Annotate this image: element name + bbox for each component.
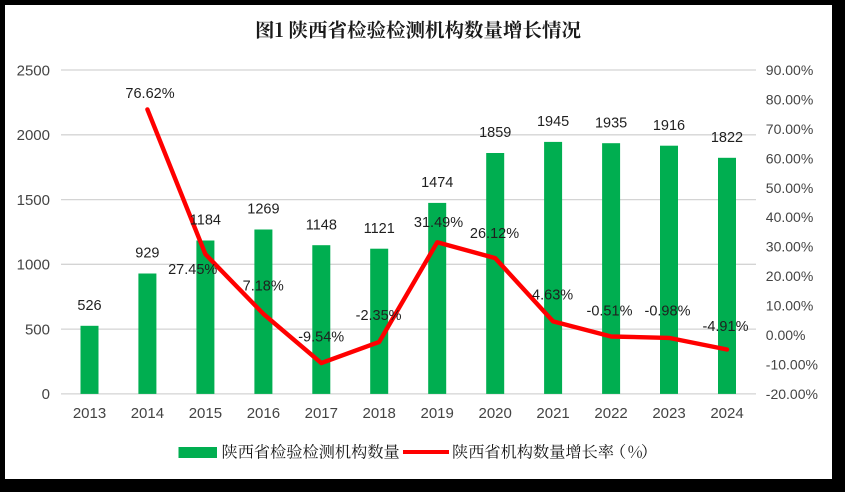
svg-text:2016: 2016 [247, 405, 280, 422]
svg-text:1935: 1935 [595, 115, 627, 131]
svg-text:80.00%: 80.00% [766, 91, 813, 107]
svg-text:1148: 1148 [306, 217, 337, 233]
svg-text:2024: 2024 [710, 405, 743, 422]
svg-text:7.18%: 7.18% [243, 279, 284, 295]
svg-text:1822: 1822 [711, 130, 743, 146]
svg-text:-20.00%: -20.00% [766, 386, 818, 402]
svg-text:1184: 1184 [190, 213, 221, 229]
svg-text:2022: 2022 [594, 405, 627, 422]
svg-text:2500: 2500 [17, 62, 50, 79]
svg-text:-0.51%: -0.51% [587, 304, 633, 320]
svg-text:50.00%: 50.00% [766, 180, 813, 196]
svg-text:4.63%: 4.63% [532, 288, 573, 304]
svg-text:526: 526 [77, 298, 101, 314]
svg-text:60.00%: 60.00% [766, 150, 813, 166]
svg-text:0: 0 [42, 386, 50, 403]
svg-text:20.00%: 20.00% [766, 268, 813, 284]
svg-text:2000: 2000 [17, 127, 50, 144]
svg-text:-0.98%: -0.98% [645, 304, 691, 320]
svg-text:27.45%: 27.45% [168, 262, 217, 278]
svg-text:-2.35%: -2.35% [356, 308, 402, 324]
svg-text:1916: 1916 [653, 118, 685, 134]
svg-text:2017: 2017 [305, 405, 338, 422]
svg-text:929: 929 [135, 246, 159, 262]
svg-text:76.62%: 76.62% [125, 86, 174, 102]
svg-text:31.49%: 31.49% [414, 215, 463, 231]
svg-text:2013: 2013 [73, 405, 106, 422]
svg-text:2015: 2015 [189, 405, 222, 422]
svg-text:30.00%: 30.00% [766, 239, 813, 255]
svg-text:2020: 2020 [479, 405, 512, 422]
svg-text:1945: 1945 [537, 114, 569, 130]
svg-text:-10.00%: -10.00% [766, 357, 818, 373]
svg-text:1500: 1500 [17, 192, 50, 209]
svg-text:0.00%: 0.00% [766, 327, 806, 343]
svg-text:2014: 2014 [131, 405, 164, 422]
svg-text:1000: 1000 [17, 257, 50, 274]
svg-text:2018: 2018 [363, 405, 396, 422]
svg-text:1474: 1474 [421, 175, 453, 191]
svg-text:500: 500 [25, 321, 50, 338]
svg-text:40.00%: 40.00% [766, 209, 813, 225]
svg-text:26.12%: 26.12% [470, 226, 519, 242]
svg-text:2019: 2019 [421, 405, 454, 422]
svg-text:70.00%: 70.00% [766, 121, 813, 137]
svg-text:10.00%: 10.00% [766, 298, 813, 314]
svg-text:1121: 1121 [364, 221, 395, 237]
svg-text:2023: 2023 [652, 405, 685, 422]
svg-text:-4.91%: -4.91% [703, 319, 749, 335]
svg-text:-9.54%: -9.54% [298, 330, 344, 346]
svg-text:90.00%: 90.00% [766, 62, 813, 78]
svg-text:2021: 2021 [536, 405, 569, 422]
svg-text:1859: 1859 [479, 125, 511, 141]
svg-text:1269: 1269 [247, 202, 279, 218]
